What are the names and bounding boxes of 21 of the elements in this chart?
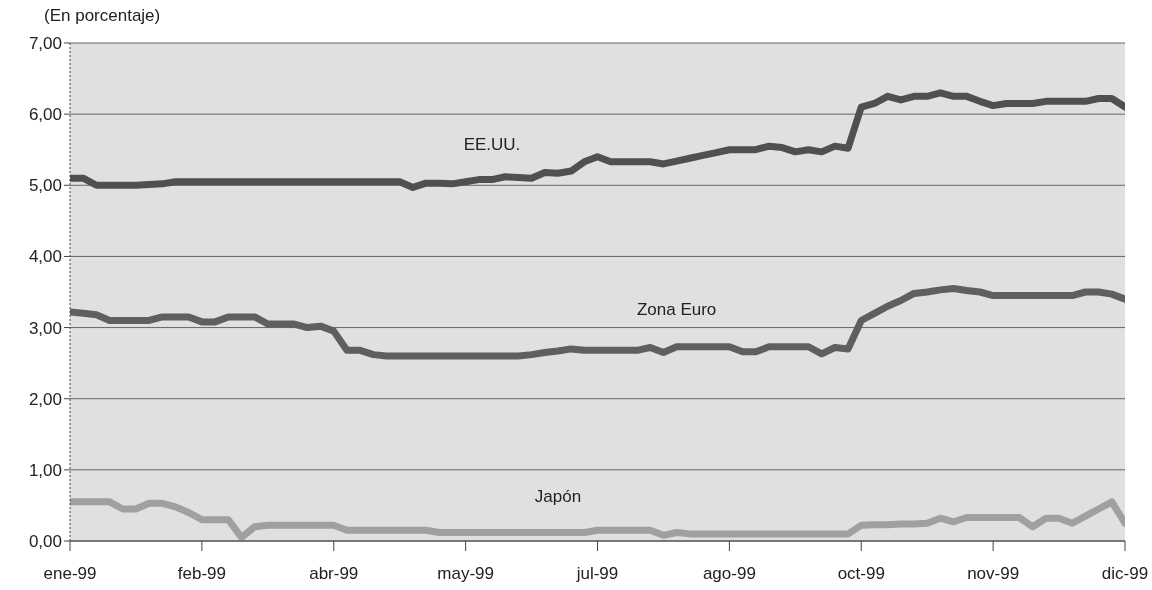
x-tick-label: oct-99 <box>837 564 885 584</box>
x-tick-label: abr-99 <box>309 564 359 584</box>
x-tick-label: ene-99 <box>43 564 97 584</box>
y-tick-label: 0,00 <box>28 532 62 552</box>
x-tick-label: feb-99 <box>177 564 226 584</box>
y-tick-label: 6,00 <box>28 105 62 125</box>
y-tick-label: 1,00 <box>28 460 62 480</box>
y-tick-label: 5,00 <box>28 176 62 196</box>
series-label: Japón <box>534 487 582 507</box>
x-tick-label: may-99 <box>437 564 494 584</box>
series-label: Zona Euro <box>636 299 717 319</box>
y-tick-label: 4,00 <box>28 247 62 267</box>
y-tick-label: 3,00 <box>28 318 62 338</box>
y-tick-label: 2,00 <box>28 389 62 409</box>
x-tick-label: jul-99 <box>575 564 619 584</box>
series-label: EE.UU. <box>463 134 521 154</box>
y-axis-title: (En porcentaje) <box>44 6 161 26</box>
y-tick-label: 7,00 <box>28 34 62 54</box>
x-tick-label: dic-99 <box>1101 564 1149 584</box>
x-tick-label: ago-99 <box>702 564 756 584</box>
x-tick-label: nov-99 <box>967 564 1020 584</box>
